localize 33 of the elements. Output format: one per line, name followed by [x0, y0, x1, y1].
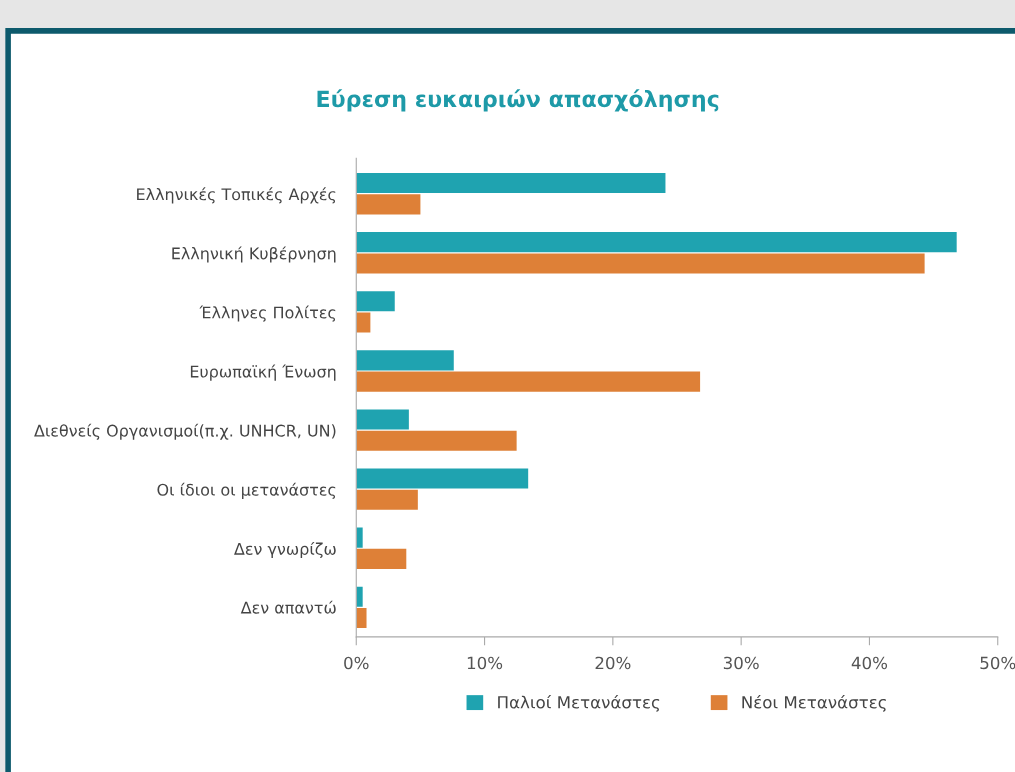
- y-tick-label: Έλληνες Πολίτες: [199, 305, 336, 322]
- chart-title: Εύρεση ευκαιριών απασχόλησης: [317, 89, 719, 112]
- x-tick-label: 20%: [595, 656, 631, 670]
- x-tick-label: 10%: [467, 656, 503, 670]
- bar: [356, 253, 925, 274]
- bar: [356, 548, 407, 569]
- bar: [356, 312, 371, 333]
- bar: [356, 409, 409, 430]
- y-tick-label: Δεν γνωρίζω: [234, 541, 336, 558]
- bar: [356, 350, 454, 371]
- bar: [356, 291, 395, 312]
- bar: [356, 430, 517, 451]
- bar: [356, 607, 367, 629]
- y-tick-label: Διεθνείς Οργανισμοί(π.χ. UNHCR, UN): [34, 423, 336, 440]
- bar: [356, 586, 363, 607]
- x-tick-label: 50%: [980, 656, 1015, 670]
- bar: [356, 194, 421, 215]
- x-tick-label: 0%: [344, 656, 369, 670]
- bar: [356, 468, 529, 489]
- legend-label: Παλιοί Μετανάστες: [498, 694, 660, 712]
- bar: [356, 232, 957, 253]
- y-tick-label: Οι ίδιοι οι μετανάστες: [157, 482, 336, 499]
- y-tick-label: Ελληνικές Τοπικές Αρχές: [137, 187, 336, 204]
- bar: [356, 371, 701, 392]
- y-tick-label: Δεν απαντώ: [240, 600, 336, 614]
- y-tick-label: Ελληνική Κυβέρνηση: [172, 246, 336, 263]
- x-tick-label: 40%: [851, 656, 888, 670]
- x-tick-label: 30%: [723, 656, 759, 670]
- y-tick-label: Ευρωπαϊκή Ένωση: [190, 364, 336, 381]
- legend-label: Νέοι Μετανάστες: [742, 694, 886, 712]
- bar: [356, 489, 418, 510]
- bar: [356, 527, 363, 548]
- bar: [356, 173, 666, 194]
